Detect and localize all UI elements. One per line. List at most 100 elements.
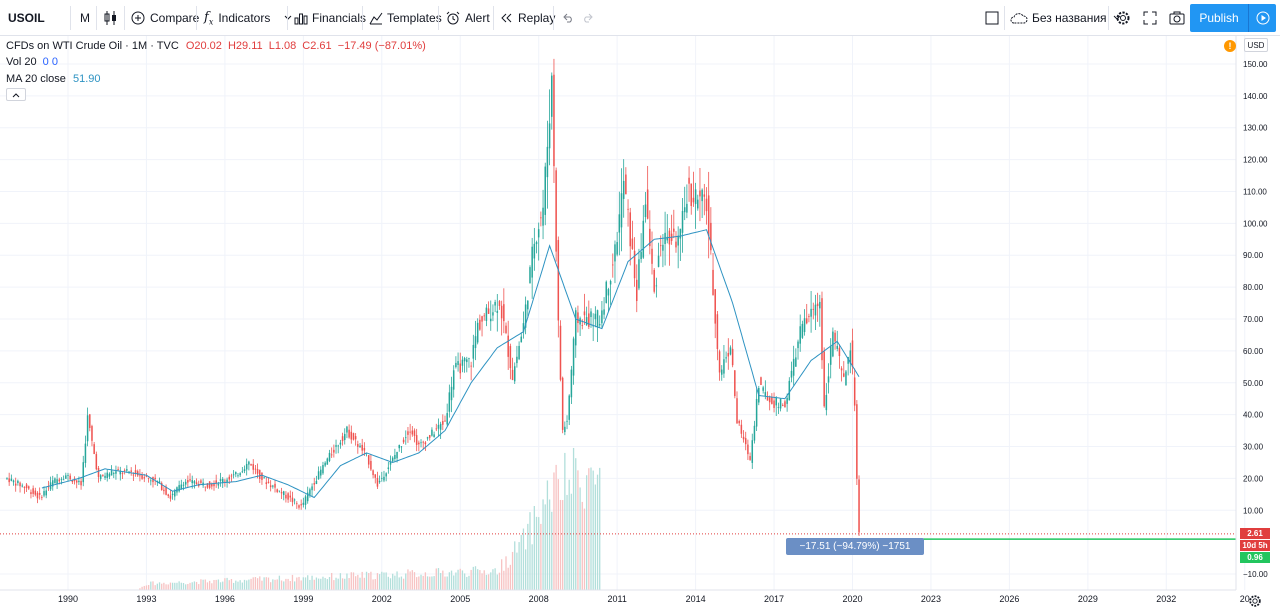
candle-body (71, 480, 74, 483)
indicators-button[interactable]: fx Indicators (204, 0, 292, 36)
chart-type-button[interactable] (104, 0, 118, 36)
candle-body (690, 183, 693, 206)
interval-button[interactable]: M (80, 0, 90, 36)
candle-body (653, 269, 655, 292)
candle-body (415, 435, 418, 445)
fullscreen-button[interactable] (1143, 0, 1157, 36)
candle-body (354, 436, 357, 440)
volume-bar (198, 584, 200, 590)
square-icon (985, 11, 999, 25)
candle-body (853, 377, 856, 406)
candle-body (537, 229, 540, 238)
warning-icon[interactable]: ! (1224, 40, 1236, 52)
series-title[interactable]: CFDs on WTI Crude Oil · 1M · TVC (6, 40, 179, 52)
volume-label[interactable]: Vol 20 (6, 56, 37, 68)
fullscreen-layout-button[interactable] (985, 0, 999, 36)
candle-body (420, 442, 422, 444)
chart-settings-button[interactable] (1244, 590, 1266, 612)
volume-bar (529, 512, 531, 590)
candle-body (699, 190, 701, 197)
undo-button[interactable] (562, 0, 574, 36)
alert-button[interactable]: Alert (446, 0, 490, 36)
replay-button[interactable]: Replay (501, 0, 555, 36)
volume-bar (213, 580, 215, 590)
candle-body (232, 474, 235, 476)
camera-icon (1169, 11, 1185, 25)
candle-body (479, 319, 481, 330)
candle-body (592, 325, 594, 327)
candle-body (784, 401, 786, 408)
candle-body (631, 238, 634, 249)
snapshot-button[interactable] (1169, 0, 1185, 36)
layout-menu[interactable]: Без названия (1010, 0, 1121, 36)
candle-body (296, 503, 298, 505)
volume-bar (535, 516, 538, 590)
symbol-search[interactable]: USOIL (8, 0, 45, 36)
time-axis[interactable]: 1990 1993 1996 1999 2002 2005 2008 2011 2014 2017… (58, 594, 1250, 604)
price-tick-label: 10.00 (1243, 506, 1264, 515)
publish-button[interactable]: Publish (1190, 4, 1248, 32)
volume-bar (533, 506, 535, 590)
candle-body (428, 435, 431, 438)
volume-bar (187, 583, 189, 590)
price-tick-label: 150.00 (1243, 60, 1268, 69)
volume-bar (538, 517, 540, 590)
volume-bar (411, 570, 413, 590)
candle-body (104, 475, 106, 478)
volume-bar (239, 580, 241, 590)
candle-body (485, 307, 488, 321)
candle-body (28, 486, 30, 489)
volume-bar (217, 579, 220, 590)
candle-body (792, 358, 795, 376)
candle-body (435, 428, 438, 430)
time-tick-label: 2008 (529, 594, 549, 604)
countdown-tag: 10d 5h (1240, 539, 1270, 551)
currency-label[interactable]: USD (1244, 38, 1268, 52)
candle-body (535, 242, 538, 245)
candle-body (821, 298, 823, 361)
candle-body (566, 420, 568, 422)
settings-button[interactable] (1115, 0, 1131, 36)
candle-body (629, 212, 631, 247)
ma-label[interactable]: MA 20 close (6, 73, 66, 85)
volume-bar (202, 579, 204, 590)
volume-bar (291, 574, 294, 590)
volume-bar (315, 577, 318, 590)
volume-legend: Vol 20 0 0 (6, 56, 58, 68)
candle-body (367, 455, 370, 465)
compare-button[interactable]: Compare (131, 0, 199, 36)
volume-bar (365, 571, 368, 590)
candle-body (603, 309, 605, 315)
financials-button[interactable]: Financials (294, 0, 366, 36)
candle-body (729, 347, 732, 355)
price-axis[interactable]: −10.00 10.00 20.00 30.00 40.00 50.00 60.00 70.0… (1243, 60, 1268, 579)
candle-body (437, 424, 440, 429)
candle-body (245, 463, 248, 470)
volume-bar (293, 581, 296, 590)
price-tick-label: 90.00 (1243, 251, 1264, 260)
candle-body (751, 440, 754, 463)
candle-body (119, 470, 122, 475)
candle-body (819, 301, 821, 309)
volume-bar (246, 580, 248, 590)
publish-video-button[interactable] (1248, 4, 1276, 32)
time-tick-label: 2011 (607, 594, 626, 604)
time-tick-label: 1990 (58, 594, 78, 604)
volume-bar (544, 504, 546, 590)
candle-body (635, 279, 638, 302)
candle-body (657, 255, 660, 267)
candle-body (426, 437, 429, 439)
candle-body (496, 310, 499, 313)
candle-body (801, 323, 804, 338)
templates-button[interactable]: Templates (369, 0, 442, 36)
candle-body (548, 123, 551, 149)
redo-button[interactable] (582, 0, 594, 36)
candle-body (394, 454, 396, 460)
volume-bar (385, 572, 387, 590)
legend-collapse-button[interactable] (6, 88, 26, 101)
ma-value: 51.90 (72, 73, 101, 85)
candle-body (845, 371, 847, 386)
price-tick-label: 50.00 (1243, 379, 1264, 388)
volume-bar (409, 571, 411, 590)
